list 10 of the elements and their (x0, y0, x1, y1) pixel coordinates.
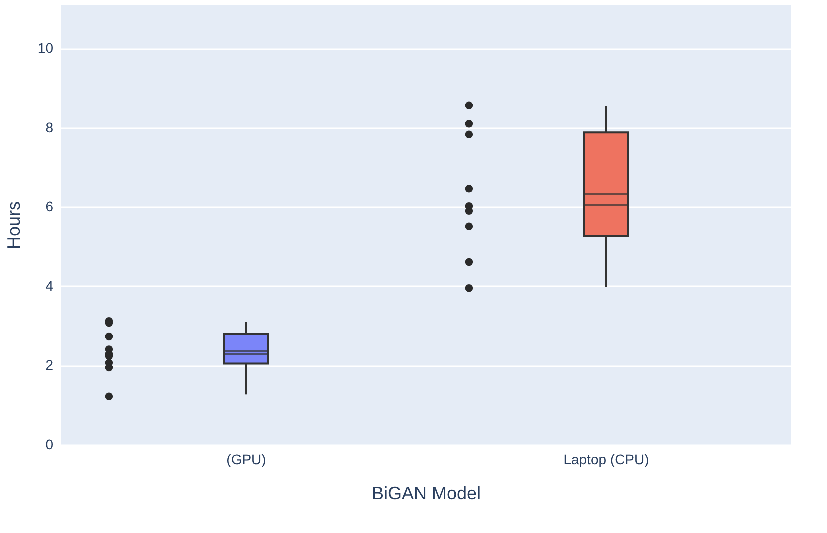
y-tick-label: 4 (46, 278, 54, 294)
y-tick-label: 10 (38, 40, 54, 56)
y-tick-label: 8 (46, 119, 54, 136)
y-axis-title: Hours (4, 201, 24, 250)
y-tick-label: 2 (46, 357, 54, 374)
x-tick-label: Laptop (CPU) (564, 452, 650, 468)
x-tick-label: (GPU) (226, 452, 266, 468)
y-tick-label: 0 (46, 436, 54, 452)
x-axis-title: BiGAN Model (372, 484, 482, 504)
y-tick-label: 6 (46, 198, 54, 215)
